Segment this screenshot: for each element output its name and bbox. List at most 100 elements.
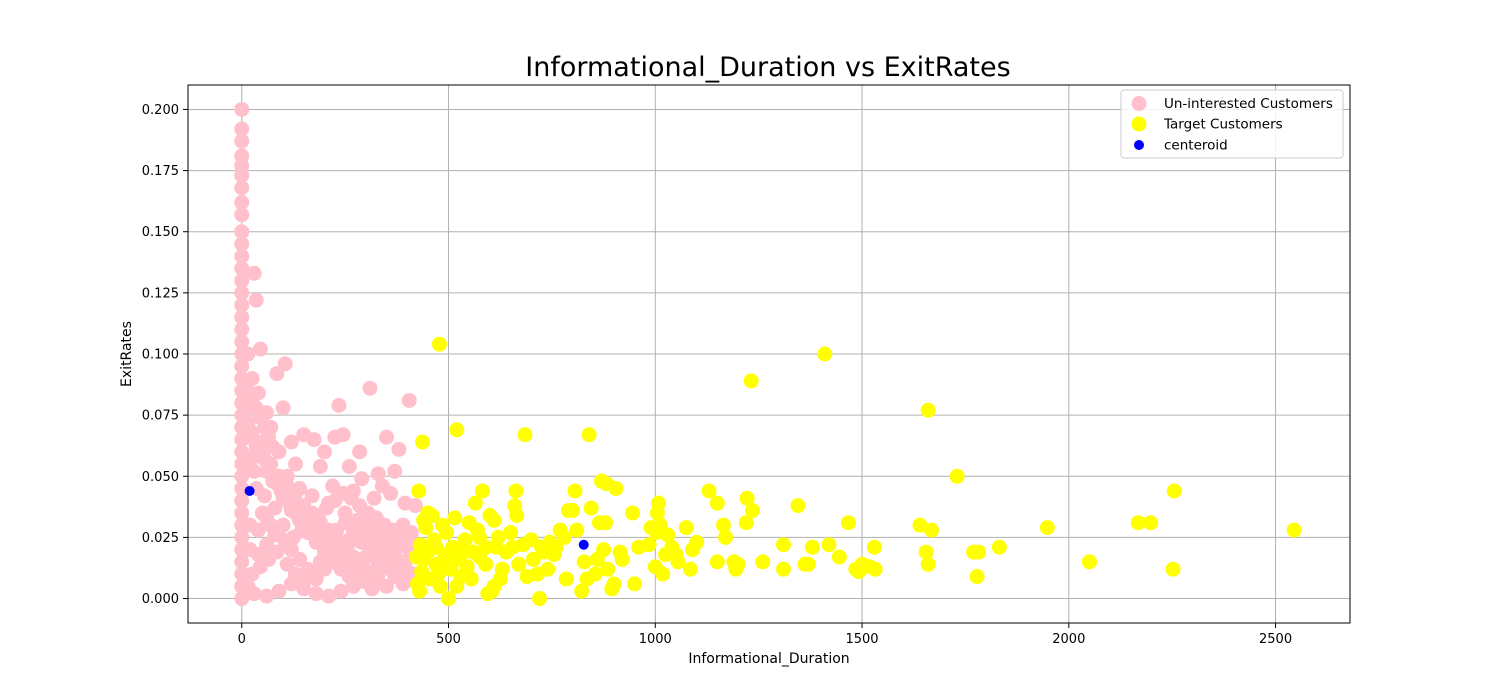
target-point bbox=[449, 422, 465, 438]
target-point bbox=[649, 505, 665, 521]
uninterested-point bbox=[370, 554, 386, 570]
target-point bbox=[627, 576, 643, 592]
y-tick-label: 0.025 bbox=[142, 531, 179, 546]
target-point bbox=[441, 591, 457, 607]
target-point bbox=[684, 542, 700, 558]
target-point bbox=[519, 569, 535, 585]
uninterested-point bbox=[244, 424, 260, 440]
uninterested-point bbox=[337, 515, 353, 531]
target-point bbox=[447, 510, 463, 526]
y-tick-label: 0.125 bbox=[142, 286, 179, 301]
uninterested-point bbox=[234, 285, 250, 301]
target-point bbox=[569, 522, 585, 538]
uninterested-point bbox=[234, 591, 250, 607]
uninterested-point bbox=[265, 439, 281, 455]
uninterested-point bbox=[234, 395, 250, 411]
x-tick-label: 1000 bbox=[639, 632, 672, 647]
target-point bbox=[969, 569, 985, 585]
uninterested-point bbox=[244, 370, 260, 386]
target-point bbox=[560, 503, 576, 519]
uninterested-point bbox=[306, 432, 322, 448]
target-point bbox=[920, 556, 936, 572]
uninterested-point bbox=[240, 383, 256, 399]
uninterested-point bbox=[271, 527, 287, 543]
x-tick-label: 1500 bbox=[845, 632, 878, 647]
target-point bbox=[472, 529, 488, 545]
centroid-point bbox=[578, 539, 589, 550]
target-point bbox=[589, 551, 605, 567]
uninterested-point bbox=[366, 490, 382, 506]
uninterested-point bbox=[352, 444, 368, 460]
uninterested-point bbox=[321, 588, 337, 604]
uninterested-point bbox=[325, 551, 341, 567]
uninterested-point bbox=[354, 471, 370, 487]
target-point bbox=[508, 483, 524, 499]
uninterested-point bbox=[277, 356, 293, 372]
target-point bbox=[1286, 522, 1302, 538]
x-tick-label: 500 bbox=[436, 632, 461, 647]
uninterested-point bbox=[306, 517, 322, 533]
uninterested-point bbox=[387, 463, 403, 479]
uninterested-point bbox=[234, 101, 250, 117]
uninterested-point bbox=[269, 366, 285, 382]
target-point bbox=[488, 539, 504, 555]
uninterested-point bbox=[234, 260, 250, 276]
target-point bbox=[643, 520, 659, 536]
target-point bbox=[682, 561, 698, 577]
uninterested-point bbox=[259, 537, 275, 553]
uninterested-point bbox=[288, 456, 304, 472]
uninterested-point bbox=[327, 429, 343, 445]
target-point bbox=[517, 427, 533, 443]
target-point bbox=[467, 495, 483, 511]
target-point bbox=[918, 544, 934, 560]
uninterested-point bbox=[234, 133, 250, 149]
uninterested-point bbox=[271, 583, 287, 599]
target-point bbox=[716, 517, 732, 533]
uninterested-point bbox=[333, 542, 349, 558]
uninterested-point bbox=[378, 532, 394, 548]
target-point bbox=[414, 434, 430, 450]
uninterested-point bbox=[283, 434, 299, 450]
target-point bbox=[804, 539, 820, 555]
uninterested-point bbox=[290, 498, 306, 514]
target-point bbox=[478, 556, 494, 572]
uninterested-point bbox=[234, 248, 250, 264]
target-point bbox=[411, 483, 427, 499]
y-tick-label: 0.000 bbox=[142, 592, 179, 607]
target-point bbox=[797, 556, 813, 572]
uninterested-point bbox=[321, 532, 337, 548]
target-point bbox=[422, 571, 438, 587]
target-point bbox=[461, 515, 477, 531]
target-point bbox=[576, 554, 592, 570]
target-point bbox=[755, 554, 771, 570]
target-point bbox=[482, 507, 498, 523]
uninterested-point bbox=[354, 534, 370, 550]
legend-box bbox=[1120, 89, 1344, 159]
target-point bbox=[744, 503, 760, 519]
target-point bbox=[912, 517, 928, 533]
legend-marker-centroid bbox=[1134, 140, 1144, 150]
uninterested-point bbox=[370, 466, 386, 482]
uninterested-point bbox=[234, 566, 250, 582]
uninterested-point bbox=[240, 346, 256, 362]
uninterested-point bbox=[234, 180, 250, 196]
uninterested-point bbox=[267, 500, 283, 516]
uninterested-point bbox=[248, 292, 264, 308]
target-point bbox=[1166, 483, 1182, 499]
target-point bbox=[581, 427, 597, 443]
target-point bbox=[457, 532, 473, 548]
target-point bbox=[821, 537, 837, 553]
uninterested-point bbox=[345, 525, 361, 541]
target-point bbox=[474, 483, 490, 499]
uninterested-point bbox=[240, 578, 256, 594]
target-point bbox=[775, 561, 791, 577]
target-point bbox=[1039, 520, 1055, 536]
target-point bbox=[718, 529, 734, 545]
uninterested-point bbox=[312, 554, 328, 570]
target-point bbox=[432, 578, 448, 594]
uninterested-point bbox=[378, 429, 394, 445]
target-point bbox=[949, 468, 965, 484]
uninterested-point bbox=[292, 551, 308, 567]
target-point bbox=[463, 571, 479, 587]
